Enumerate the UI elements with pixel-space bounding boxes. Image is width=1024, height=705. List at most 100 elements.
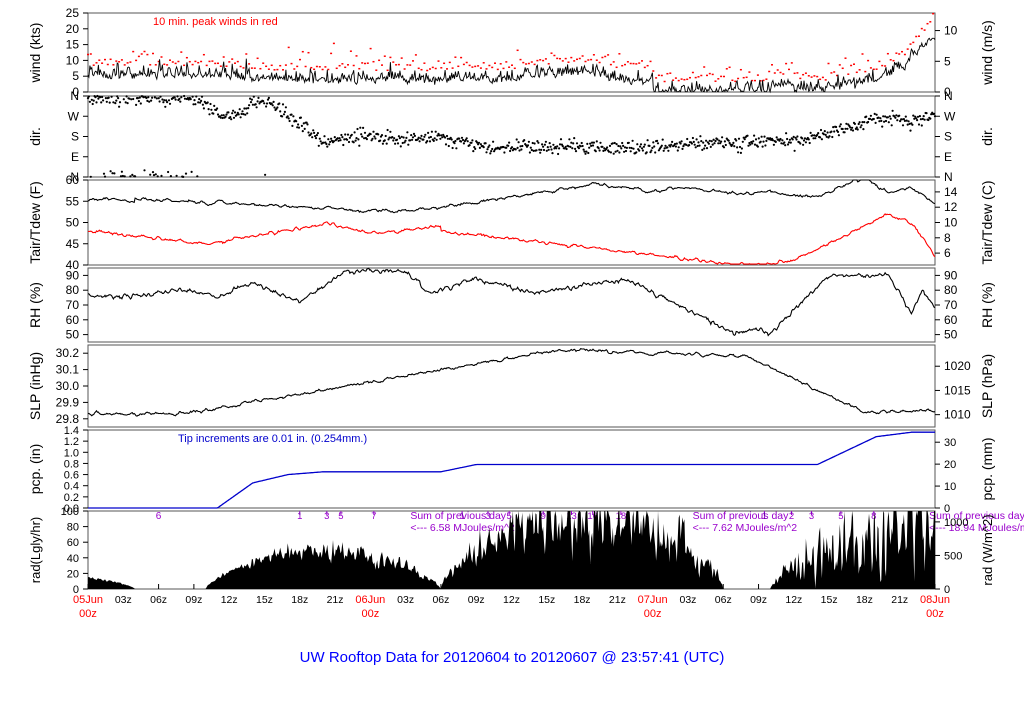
svg-text:12z: 12z bbox=[785, 594, 802, 606]
svg-text:20: 20 bbox=[66, 22, 80, 36]
svg-text:06z: 06z bbox=[432, 594, 449, 606]
svg-text:25: 25 bbox=[66, 6, 80, 20]
svg-text:5: 5 bbox=[944, 54, 951, 68]
svg-text:1.4: 1.4 bbox=[64, 425, 79, 437]
svg-text:09z: 09z bbox=[750, 594, 767, 606]
svg-text:10: 10 bbox=[66, 53, 80, 67]
svg-text:RH (%): RH (%) bbox=[27, 282, 43, 328]
svg-text:E: E bbox=[944, 150, 952, 164]
svg-text:06Jun: 06Jun bbox=[355, 594, 385, 606]
svg-text:rad(Lgly/hr): rad(Lgly/hr) bbox=[28, 517, 43, 583]
svg-text:6: 6 bbox=[944, 246, 951, 260]
svg-text:dir.: dir. bbox=[27, 127, 43, 146]
svg-text:500: 500 bbox=[944, 550, 962, 562]
svg-text:5: 5 bbox=[72, 69, 79, 83]
svg-text:S: S bbox=[71, 130, 79, 144]
svg-text:00z: 00z bbox=[79, 608, 97, 620]
svg-text:00z: 00z bbox=[926, 608, 944, 620]
svg-text:6: 6 bbox=[156, 511, 162, 522]
svg-text:Tair/Tdew (C): Tair/Tdew (C) bbox=[979, 180, 995, 264]
svg-text:8: 8 bbox=[871, 511, 876, 522]
svg-text:5: 5 bbox=[838, 511, 843, 522]
svg-text:wind (kts): wind (kts) bbox=[27, 23, 43, 84]
svg-text:14: 14 bbox=[944, 185, 958, 199]
svg-text:00z: 00z bbox=[361, 608, 379, 620]
svg-text:1.2: 1.2 bbox=[64, 436, 79, 448]
svg-text:10: 10 bbox=[944, 481, 956, 493]
svg-text:60: 60 bbox=[944, 313, 958, 327]
svg-text:15z: 15z bbox=[821, 594, 838, 606]
svg-text:18z: 18z bbox=[291, 594, 308, 606]
svg-text:<--- 6.58 MJoules/m^2: <--- 6.58 MJoules/m^2 bbox=[410, 522, 515, 534]
svg-text:45: 45 bbox=[66, 237, 80, 251]
svg-text:12: 12 bbox=[944, 200, 958, 214]
svg-text:RH (%): RH (%) bbox=[979, 282, 995, 328]
svg-text:21z: 21z bbox=[891, 594, 908, 606]
svg-text:70: 70 bbox=[66, 298, 80, 312]
svg-text:30.2: 30.2 bbox=[56, 346, 80, 360]
svg-text:00z: 00z bbox=[644, 608, 662, 620]
svg-text:3: 3 bbox=[485, 511, 490, 522]
svg-text:E: E bbox=[71, 150, 79, 164]
svg-text:10: 10 bbox=[944, 24, 958, 38]
svg-text:0.8: 0.8 bbox=[64, 458, 79, 470]
svg-text:W: W bbox=[68, 109, 80, 123]
svg-text:N: N bbox=[944, 89, 953, 103]
svg-text:9: 9 bbox=[541, 511, 546, 522]
svg-text:1015: 1015 bbox=[944, 383, 971, 397]
svg-text:18z: 18z bbox=[856, 594, 873, 606]
svg-text:03z: 03z bbox=[115, 594, 132, 606]
svg-text:<--- 18.94 MJoules/m^2: <--- 18.94 MJoules/m^2 bbox=[929, 522, 1024, 534]
svg-text:0.6: 0.6 bbox=[64, 470, 79, 482]
svg-text:50: 50 bbox=[944, 328, 958, 342]
svg-text:50: 50 bbox=[66, 328, 80, 342]
svg-text:3: 3 bbox=[809, 511, 814, 522]
svg-text:pcp. (mm): pcp. (mm) bbox=[979, 438, 995, 501]
svg-text:Tair/Tdew (F): Tair/Tdew (F) bbox=[27, 181, 43, 263]
svg-text:Tip increments are 0.01 in. (0: Tip increments are 0.01 in. (0.254mm.) bbox=[178, 433, 367, 445]
svg-text:60: 60 bbox=[67, 537, 79, 549]
svg-text:W: W bbox=[944, 109, 956, 123]
svg-text:21z: 21z bbox=[327, 594, 344, 606]
svg-text:Sum of previous day: Sum of previous day bbox=[929, 510, 1024, 522]
svg-text:dir.: dir. bbox=[979, 127, 995, 146]
svg-text:pcp. (in): pcp. (in) bbox=[27, 444, 43, 495]
svg-text:15z: 15z bbox=[538, 594, 555, 606]
svg-text:40: 40 bbox=[67, 553, 79, 565]
svg-text:N: N bbox=[944, 170, 953, 184]
svg-text:1: 1 bbox=[762, 511, 767, 522]
svg-text:8: 8 bbox=[944, 231, 951, 245]
svg-text:90: 90 bbox=[66, 268, 80, 282]
svg-text:10 min. peak winds in red: 10 min. peak winds in red bbox=[153, 16, 278, 28]
svg-text:N: N bbox=[70, 89, 79, 103]
svg-text:S: S bbox=[944, 130, 952, 144]
svg-text:29.8: 29.8 bbox=[56, 412, 80, 426]
svg-text:06z: 06z bbox=[150, 594, 167, 606]
svg-text:20: 20 bbox=[67, 568, 79, 580]
svg-text:UW Rooftop Data for 20120604: UW Rooftop Data for 20120604 to 20120607… bbox=[300, 649, 725, 666]
svg-text:30: 30 bbox=[944, 437, 956, 449]
svg-text:13: 13 bbox=[566, 511, 577, 522]
svg-text:15: 15 bbox=[66, 38, 80, 52]
svg-text:08Jun: 08Jun bbox=[920, 594, 950, 606]
svg-text:5: 5 bbox=[507, 511, 512, 522]
svg-text:30.0: 30.0 bbox=[56, 379, 80, 393]
svg-text:80: 80 bbox=[944, 283, 958, 297]
svg-text:80: 80 bbox=[66, 283, 80, 297]
svg-text:12z: 12z bbox=[503, 594, 520, 606]
svg-text:03z: 03z bbox=[679, 594, 696, 606]
svg-text:50: 50 bbox=[66, 216, 80, 230]
svg-text:07Jun: 07Jun bbox=[638, 594, 668, 606]
svg-text:18z: 18z bbox=[574, 594, 591, 606]
svg-text:18: 18 bbox=[616, 511, 627, 522]
svg-text:29.9: 29.9 bbox=[56, 395, 80, 409]
svg-text:16: 16 bbox=[587, 511, 598, 522]
svg-text:21z: 21z bbox=[609, 594, 626, 606]
svg-text:10: 10 bbox=[944, 216, 958, 230]
svg-text:60: 60 bbox=[66, 173, 80, 187]
svg-text:SLP (inHg): SLP (inHg) bbox=[27, 352, 43, 420]
svg-text:1: 1 bbox=[459, 511, 464, 522]
svg-text:7: 7 bbox=[371, 511, 376, 522]
svg-text:20: 20 bbox=[944, 459, 956, 471]
svg-text:60: 60 bbox=[66, 313, 80, 327]
